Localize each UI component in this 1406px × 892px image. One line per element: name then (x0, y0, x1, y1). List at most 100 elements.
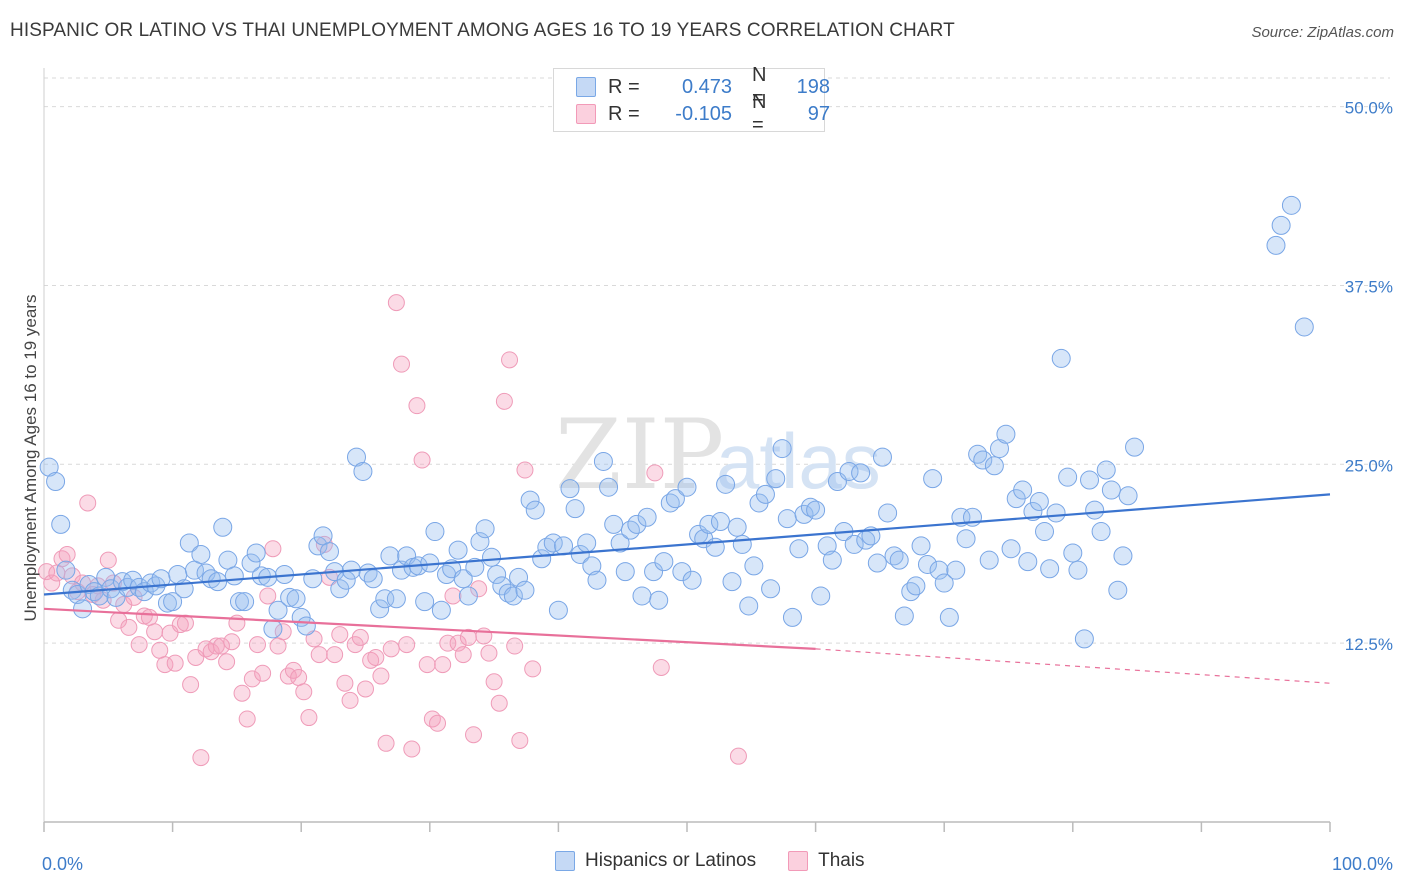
hispanic-point (525, 500, 545, 520)
hispanic-point (1125, 437, 1145, 457)
thais-point (524, 660, 542, 678)
hispanic-point (1051, 348, 1071, 368)
hispanic-trend-line (43, 493, 1331, 596)
chart-title: HISPANIC OR LATINO VS THAI UNEMPLOYMENT … (10, 20, 955, 41)
thais-point (269, 637, 287, 655)
hispanic-point (665, 489, 685, 509)
thais-point (341, 691, 359, 709)
hispanic-point (1096, 460, 1116, 480)
hispanic-point (649, 590, 669, 610)
x-tick-label-min: 0.0% (42, 854, 83, 874)
hispanic-point (380, 546, 400, 566)
legend-item-thais[interactable]: Thais (788, 850, 865, 872)
thais-point (362, 651, 380, 669)
legend-r-value: -0.105 (675, 102, 732, 125)
thais-point (295, 683, 313, 701)
hispanic-point (984, 456, 1004, 476)
hispanic-point (1058, 467, 1078, 487)
thais-point (377, 734, 395, 752)
hispanic-point (241, 553, 261, 573)
hispanic-point (280, 587, 300, 607)
hispanic-point (56, 560, 76, 580)
hispanic-point (844, 534, 864, 554)
hispanic-point (235, 592, 255, 612)
hispanic-point (901, 582, 921, 602)
hispanic-point (761, 579, 781, 599)
hispanic-point (923, 469, 943, 489)
hispanic-point (1063, 543, 1083, 563)
thais-point (434, 656, 452, 674)
hispanic-point (448, 540, 468, 560)
y-tick-label: 12.5% (1345, 635, 1393, 654)
thais-point (151, 641, 169, 659)
thais-point (413, 451, 431, 469)
hispanic-point (699, 514, 719, 534)
thais-point (646, 464, 664, 482)
hispanic-point (1023, 502, 1043, 522)
thais-point (182, 676, 200, 694)
hispanic-point (766, 469, 786, 489)
thais-point (652, 658, 670, 676)
thais-point (58, 545, 76, 563)
legend-n-value: 198 (796, 75, 830, 98)
hispanic-point (782, 607, 802, 627)
hispanic-point (911, 536, 931, 556)
legend-item-hispanic[interactable]: Hispanics or Latinos (555, 850, 756, 872)
hispanic-point (532, 549, 552, 569)
thais-point (130, 636, 148, 654)
thais-point (43, 574, 61, 592)
hispanic-point (560, 479, 580, 499)
hispanic-point (946, 560, 966, 580)
thais-point (264, 540, 282, 558)
hispanic-point (431, 600, 451, 620)
hispanic-point (732, 534, 752, 554)
thais-point (336, 674, 354, 692)
thais-point (310, 646, 328, 664)
thais-point (429, 714, 447, 732)
trend-lines (43, 493, 1331, 684)
hispanic-points (39, 195, 1314, 649)
hispanic-point (73, 599, 93, 619)
hispanic-point (1046, 503, 1066, 523)
hispanic-point (1108, 580, 1128, 600)
thais-point (387, 294, 405, 312)
hispanic-point (39, 457, 59, 477)
hispanic-point (458, 586, 478, 606)
hispanic-point (973, 450, 993, 470)
hispanic-point (213, 517, 233, 537)
hispanic-point (789, 539, 809, 559)
legend-row-thais: R = -0.105 N = 97 (576, 91, 830, 136)
thais-point (495, 392, 513, 410)
thais-point (254, 664, 272, 682)
thais-point (439, 634, 457, 652)
hispanic-point (1266, 235, 1286, 255)
thais-point (351, 628, 369, 646)
hispanic-point (268, 600, 288, 620)
hispanic-point (465, 557, 485, 577)
thais-point (223, 633, 241, 651)
hispanic-point (587, 570, 607, 590)
hispanic-point (453, 569, 473, 589)
hispanic-point (1035, 522, 1055, 542)
hispanic-point (867, 553, 887, 573)
thais-point (501, 351, 519, 369)
hispanic-point (353, 461, 373, 481)
hispanic-point (1091, 522, 1111, 542)
hispanic-point (577, 533, 597, 553)
thais-point (729, 747, 747, 765)
hispanic-point (817, 536, 837, 556)
thais-point (326, 646, 344, 664)
hispanic-point (1080, 470, 1100, 490)
legend-swatch-hispanic (555, 851, 575, 871)
hispanic-point (475, 519, 495, 539)
hispanic-point (482, 547, 502, 567)
thais-point (485, 673, 503, 691)
hispanic-point (794, 504, 814, 524)
hispanic-point (1013, 480, 1033, 500)
hispanic-point (46, 471, 66, 491)
legend-swatch-thais (788, 851, 809, 871)
hispanic-point (637, 507, 657, 527)
thais-trend-line (43, 607, 816, 650)
thais-point (207, 637, 225, 655)
thais-point (367, 648, 385, 666)
